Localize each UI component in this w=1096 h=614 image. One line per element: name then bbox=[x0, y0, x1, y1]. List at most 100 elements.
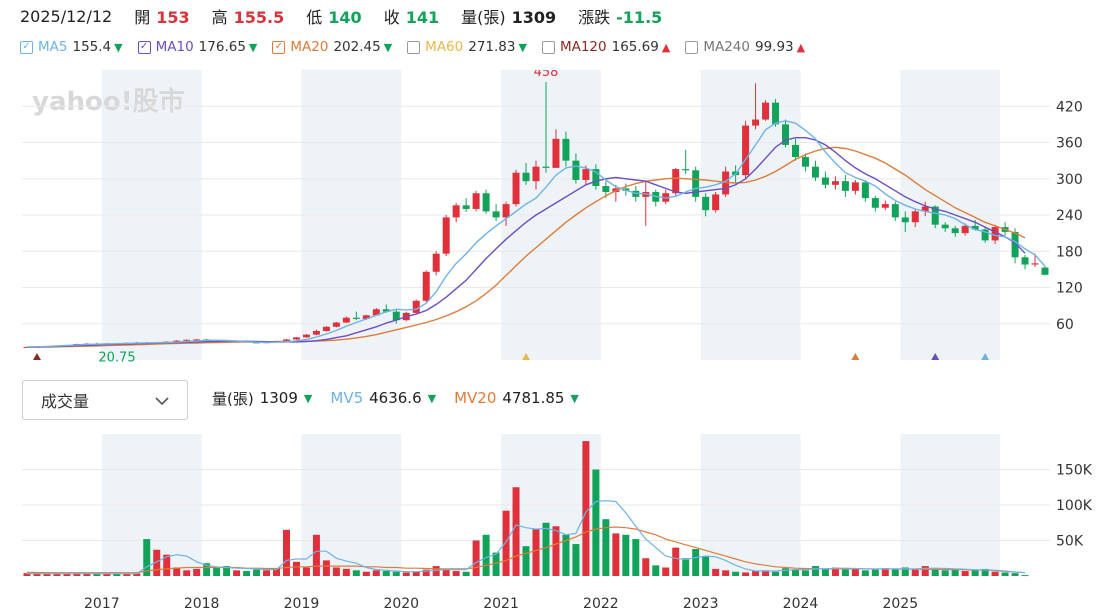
volume-bar bbox=[282, 529, 290, 576]
volume-bar bbox=[801, 570, 809, 576]
mv5-label: MV5 bbox=[330, 389, 364, 407]
ma-legend: ✓ MA5 155.4 ▼ ✓ MA10 176.65 ▼ ✓ MA20 202.45 ▼ MA60 27… bbox=[20, 36, 820, 58]
checkbox-icon[interactable]: ✓ bbox=[20, 40, 33, 54]
volume-bar bbox=[562, 534, 570, 576]
open-label: 開 bbox=[134, 8, 151, 27]
candle-body bbox=[702, 196, 710, 211]
volume-bar bbox=[83, 573, 91, 576]
ma-toggle-ma10[interactable]: ✓ MA10 176.65 ▼ bbox=[137, 39, 258, 55]
volume-bar bbox=[931, 568, 939, 576]
volume-bar bbox=[512, 487, 520, 576]
candle-body bbox=[412, 300, 420, 313]
candle-body bbox=[911, 211, 919, 223]
candle-body bbox=[352, 317, 360, 319]
volume-bar bbox=[642, 558, 650, 576]
volume-bar bbox=[362, 571, 370, 576]
candle-body bbox=[432, 253, 440, 272]
down-arrow-icon: ▼ bbox=[570, 391, 579, 405]
volume-bar bbox=[762, 570, 770, 576]
price-tick-label: 180 bbox=[1056, 244, 1083, 260]
candle-body bbox=[921, 206, 929, 212]
volume-bar bbox=[502, 510, 510, 576]
candle-body bbox=[552, 138, 560, 168]
candle-body bbox=[801, 157, 809, 167]
volume-bar bbox=[911, 569, 919, 576]
volume-bar bbox=[73, 573, 81, 576]
volume-bar bbox=[921, 566, 929, 576]
checkbox-icon[interactable] bbox=[541, 40, 555, 54]
price-tick-label: 120 bbox=[1056, 281, 1083, 297]
volume-bar bbox=[263, 570, 271, 576]
candle bbox=[552, 129, 560, 168]
candle bbox=[752, 83, 760, 130]
candle-body bbox=[672, 169, 680, 194]
ma-toggle-ma120[interactable]: MA120 165.69 ▲ bbox=[541, 39, 671, 55]
up-arrow-icon: ▲ bbox=[661, 40, 671, 54]
candle-body bbox=[931, 206, 939, 225]
volume-bar bbox=[1001, 572, 1009, 576]
candle-body bbox=[692, 170, 700, 197]
volume-bar bbox=[322, 560, 330, 576]
candle-body bbox=[821, 177, 829, 185]
down-arrow-icon: ▼ bbox=[248, 40, 258, 54]
volume-bar bbox=[382, 571, 390, 576]
candle-body bbox=[742, 125, 750, 176]
checkbox-icon[interactable] bbox=[407, 40, 421, 54]
mv20-label: MV20 bbox=[454, 389, 497, 407]
ma-name: MA240 bbox=[703, 39, 750, 55]
volume-bar bbox=[302, 567, 310, 576]
volume-bar bbox=[901, 567, 909, 576]
volume-bar bbox=[292, 561, 300, 576]
ma-name: MA5 bbox=[38, 39, 68, 55]
candle-body bbox=[682, 169, 690, 171]
close-label: 收 bbox=[383, 8, 400, 27]
volume-bar bbox=[123, 573, 131, 576]
volume-bar bbox=[143, 539, 151, 576]
candle bbox=[921, 201, 929, 217]
ma-value: 165.69 bbox=[611, 39, 659, 55]
candle bbox=[981, 227, 989, 243]
year-tick-label: 2019 bbox=[284, 596, 320, 612]
candle-body bbox=[302, 334, 310, 338]
ma-toggle-ma20[interactable]: ✓ MA20 202.45 ▼ bbox=[272, 39, 392, 55]
year-tick-label: 2021 bbox=[483, 596, 519, 612]
volume-bar bbox=[712, 568, 720, 576]
year-tick-label: 2017 bbox=[84, 596, 120, 612]
price-chart[interactable]: yahoo!股市 60 120 180 240 300 360 420 458 20.75 bbox=[0, 70, 1096, 365]
volume-tick-label: 100K bbox=[1056, 498, 1093, 514]
volume-bar bbox=[672, 547, 680, 576]
ma-name: MA60 bbox=[425, 39, 464, 55]
ma-toggle-ma60[interactable]: MA60 271.83 ▼ bbox=[407, 39, 527, 55]
volume-bar bbox=[602, 519, 610, 576]
candle-body bbox=[502, 204, 510, 218]
candle bbox=[342, 316, 350, 324]
ma-toggle-ma240[interactable]: MA240 99.93 ▲ bbox=[685, 39, 805, 55]
volume-bar bbox=[312, 534, 320, 576]
ma-toggle-ma5[interactable]: ✓ MA5 155.4 ▼ bbox=[20, 39, 123, 55]
ma20-line bbox=[26, 146, 1026, 348]
volume-bar bbox=[1011, 573, 1019, 576]
checkbox-icon[interactable]: ✓ bbox=[137, 40, 151, 54]
candle-body bbox=[282, 339, 290, 341]
close-value: 141 bbox=[405, 8, 440, 27]
candle bbox=[442, 215, 450, 257]
checkbox-icon[interactable]: ✓ bbox=[272, 40, 286, 54]
volume-bar bbox=[582, 441, 590, 576]
indicator-select[interactable]: 成交量 bbox=[22, 380, 188, 420]
candle bbox=[352, 311, 360, 321]
down-arrow-icon: ▼ bbox=[383, 40, 393, 54]
price-tick-label: 60 bbox=[1056, 317, 1074, 333]
candle-body bbox=[981, 229, 989, 241]
volume-chart[interactable]: 50K 100K 150K 2017 2018 2019 2020 2021 2022 2023 2… bbox=[0, 430, 1096, 614]
volume-bar bbox=[572, 544, 580, 576]
volume-bar bbox=[482, 534, 490, 576]
candle bbox=[712, 192, 720, 213]
mv5-value: 4636.6 bbox=[369, 389, 422, 407]
volume-bar bbox=[841, 569, 849, 576]
candle-body bbox=[991, 227, 999, 241]
candle bbox=[941, 222, 949, 232]
volume-bar bbox=[662, 567, 670, 576]
volume-bar bbox=[821, 568, 829, 576]
checkbox-icon[interactable] bbox=[685, 40, 699, 54]
candle bbox=[452, 202, 460, 223]
